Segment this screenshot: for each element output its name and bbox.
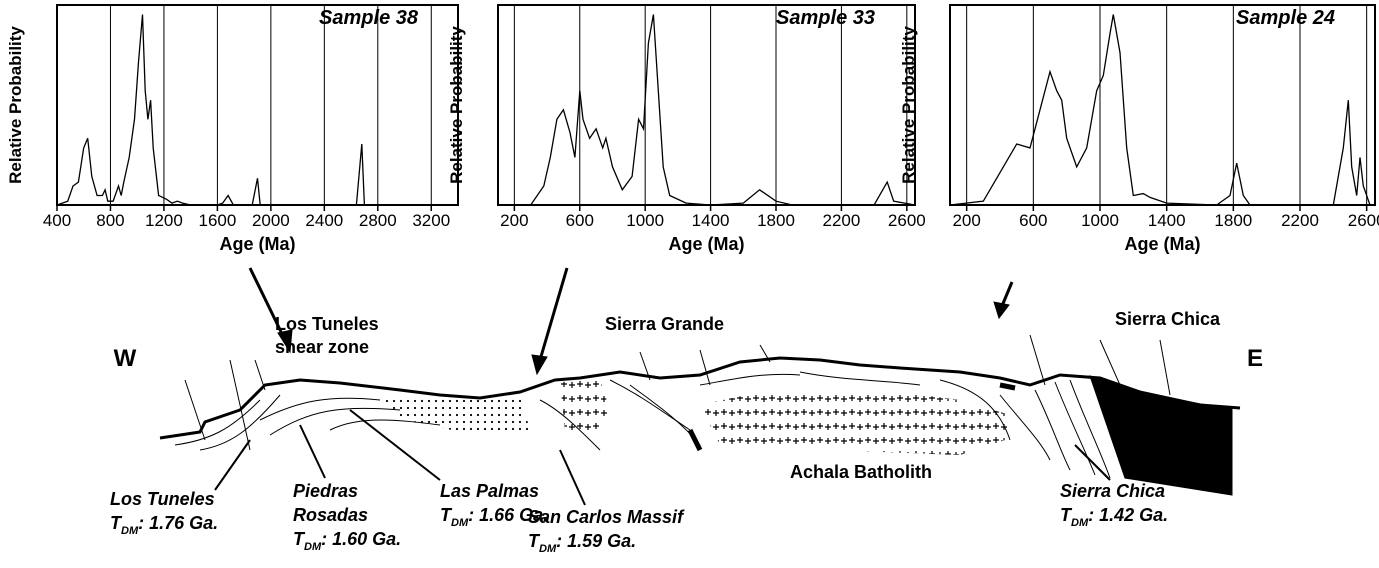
unit-name: Rosadas [293,505,368,525]
tdm-value: : 1.60 Ga. [321,529,401,549]
tdm-value: : 1.76 Ga. [138,513,218,533]
y-axis-label: Relative Probability [6,26,25,184]
unit-name: Piedras [293,481,358,501]
unit-tdm: TDM: 1.42 Ga. [1060,505,1168,529]
black-unit [1090,376,1232,495]
lens [690,430,700,450]
tdm-subscript: DM [451,517,469,529]
x-tick-label: 600 [566,211,594,230]
tdm-value: : 1.59 Ga. [556,531,636,551]
x-tick-label: 200 [500,211,528,230]
unit-name: Sierra Chica [1060,481,1165,501]
x-tick-label: 1800 [757,211,795,230]
plot-frame [498,5,915,205]
x-tick-label: 1800 [1214,211,1252,230]
x-tick-label: 3200 [412,211,450,230]
y-axis-label: Relative Probability [447,26,466,184]
plot-frame [950,5,1375,205]
x-tick-label: 2600 [1348,211,1379,230]
chart-title: Sample 33 [776,7,875,29]
sample-arrow [540,268,567,360]
x-tick-label: 400 [43,211,71,230]
chart: 200 600 1000 1400 1800 2200 2600 Sample 33 Age (… [447,5,926,254]
density-curve [498,15,915,206]
x-tick-label: 1200 [145,211,183,230]
tdm-subscript: DM [121,525,139,537]
unit-labels: Los Tuneles TDM: 1.76 Ga. Piedras Rosadas TD… [110,481,1168,555]
x-axis-label: Age (Ma) [669,234,745,254]
x-tick-label: 1400 [1148,211,1186,230]
region-label: Los Tuneles [275,314,379,334]
x-tick-label: 2000 [252,211,290,230]
tdm-value: : 1.42 Ga. [1088,505,1168,525]
unit-tdm: TDM: 1.76 Ga. [110,513,218,537]
x-tick-label: 2800 [359,211,397,230]
chart: 200 600 1000 1400 1800 2200 2600 Sample 24 Age (… [899,5,1379,254]
chart-title: Sample 38 [319,7,419,29]
tdm-subscript: DM [1071,517,1089,529]
surface-profile [160,358,1240,438]
x-tick-label: 2400 [305,211,343,230]
region-label: shear zone [275,337,369,357]
chart: 400 800 1200 1600 2000 2400 2800 3200 Sample 38 A… [6,5,458,254]
plot-frame [57,5,458,205]
batholith-pattern [700,392,1010,455]
arrow-head [994,302,1009,318]
east-label: E [1247,345,1263,372]
arrow-head [532,355,547,374]
lens [1000,385,1015,388]
x-tick-label: 200 [952,211,980,230]
density-curve [57,15,458,206]
x-tick-label: 2200 [822,211,860,230]
west-label: W [114,345,137,372]
region-label: Sierra Grande [605,314,724,334]
dotted-unit [380,395,530,432]
x-axis-label: Age (Ma) [1125,234,1201,254]
chart-title: Sample 24 [1236,7,1335,29]
region-label: Sierra Chica [1115,309,1221,329]
x-tick-label: 1000 [626,211,664,230]
unit-tdm: TDM: 1.60 Ga. [293,529,401,553]
density-curve [950,15,1375,206]
x-tick-label: 1000 [1081,211,1119,230]
cross-section [160,268,1240,505]
x-axis-label: Age (Ma) [220,234,296,254]
tdm-subscript: DM [304,541,322,553]
x-tick-label: 1600 [198,211,236,230]
massif-pattern [560,380,610,435]
x-tick-label: 600 [1019,211,1047,230]
y-axis-label: Relative Probability [899,26,918,184]
figure: W E Los Tuneles shear zone Sierra Grande… [0,0,1379,563]
x-tick-label: 2200 [1281,211,1319,230]
unit-tdm: TDM: 1.59 Ga. [528,531,636,555]
sample-arrow [1002,282,1012,306]
x-tick-label: 1400 [692,211,730,230]
x-tick-label: 2600 [888,211,926,230]
unit-name: Las Palmas [440,481,539,501]
unit-name: San Carlos Massif [528,507,685,527]
tdm-subscript: DM [539,543,557,555]
unit-name: Los Tuneles [110,489,215,509]
region-label: Achala Batholith [790,462,932,482]
x-tick-label: 800 [96,211,124,230]
